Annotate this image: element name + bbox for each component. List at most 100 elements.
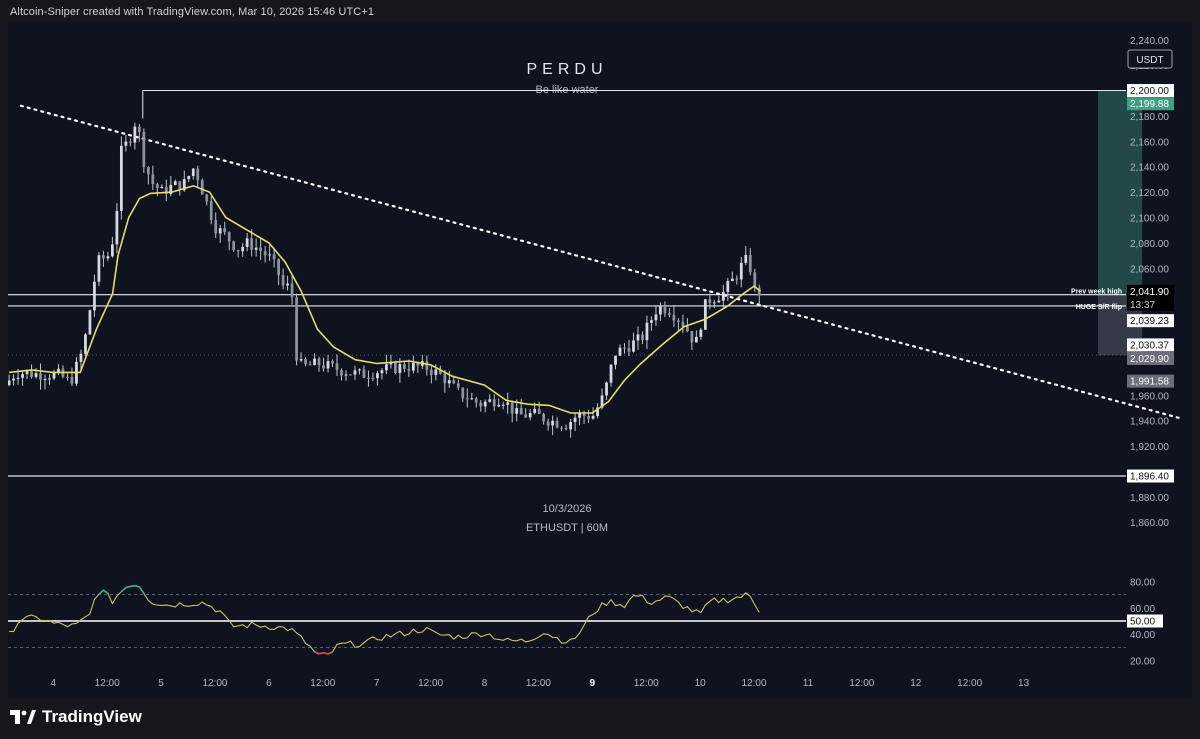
candle-body [650, 320, 653, 323]
candle-body [39, 373, 42, 380]
candle-body [542, 414, 546, 422]
candle [173, 179, 177, 186]
candle [218, 224, 222, 243]
candle-body [281, 275, 285, 286]
tradingview-branding[interactable]: TradingView [10, 706, 142, 728]
candle-body [317, 358, 321, 366]
time-tick: 12:00 [310, 678, 335, 689]
price-tick: 2,060.00 [1130, 264, 1169, 275]
candle [290, 274, 294, 305]
candle [703, 299, 707, 330]
candle-body [510, 402, 514, 414]
candle-body [66, 376, 69, 378]
candle-body [358, 369, 361, 371]
candle [645, 315, 649, 349]
time-tick: 7 [374, 678, 380, 689]
candle-body [757, 287, 761, 296]
candle-body [133, 126, 137, 143]
time-tick: 8 [482, 678, 488, 689]
candle-body [236, 250, 240, 252]
candle-body [97, 255, 101, 282]
candle-body [663, 305, 667, 314]
candle-body [380, 370, 384, 374]
candle [160, 184, 164, 189]
candle-body [654, 314, 658, 321]
candle-body [173, 181, 177, 185]
candle-body [52, 372, 56, 379]
candle-body [70, 377, 74, 384]
candle [263, 246, 267, 263]
candle-body [8, 380, 11, 386]
candle-body [241, 246, 245, 252]
candle [470, 392, 474, 400]
candle [245, 233, 249, 252]
candle-body [537, 408, 541, 415]
tradingview-logo-icon [10, 710, 36, 724]
candle [196, 165, 200, 189]
candle [308, 361, 312, 366]
candle-body [411, 362, 415, 371]
candle-body [703, 299, 707, 330]
chart-canvas[interactable]: PERDU Be like water 10/3/2026 ETHUSDT | 60M… [8, 22, 1192, 698]
price-label: 2,029.90 [1127, 352, 1174, 366]
candle [456, 379, 460, 391]
candle-body [546, 421, 550, 426]
candle [268, 245, 272, 261]
candle-body [209, 201, 213, 220]
rsi-overbought-segment [102, 589, 109, 594]
candle-body [119, 145, 123, 211]
price-label-text: 1,896.40 [1130, 472, 1169, 483]
rsi-overbought-segment [125, 585, 131, 589]
candle-body [587, 416, 590, 419]
level-label: Prev week high [1071, 289, 1122, 296]
candle [425, 355, 429, 376]
candle [515, 399, 519, 422]
candle-body [555, 420, 559, 428]
candle-body [681, 322, 685, 327]
candle-body [16, 377, 20, 379]
candle-body [128, 141, 132, 143]
candle-body [645, 322, 649, 341]
candle-body [353, 370, 357, 375]
candle [331, 359, 334, 368]
candle [636, 326, 640, 350]
time-tick: 12:00 [634, 678, 659, 689]
candle-body [43, 379, 47, 381]
candle-body [497, 404, 501, 407]
candle-body [753, 272, 757, 288]
candle [75, 357, 78, 387]
candle [753, 268, 757, 292]
candle-body [582, 413, 586, 417]
candle-body [564, 427, 568, 430]
candle [497, 398, 501, 408]
candle [609, 364, 613, 387]
price-tick: 2,100.00 [1130, 214, 1169, 225]
candle [227, 231, 231, 251]
candle-body [102, 255, 105, 259]
currency-button[interactable]: USDT [1127, 49, 1173, 69]
candle-body [735, 278, 739, 280]
chart-area[interactable]: PERDU Be like water 10/3/2026 ETHUSDT | 60M… [8, 22, 1192, 698]
candle [757, 284, 761, 305]
price-label: 1,896.40 [1127, 469, 1174, 483]
candle-body [443, 373, 447, 384]
candle-body [385, 364, 388, 371]
level-label: HUGE S/R flip [1076, 304, 1122, 311]
time-tick: 10 [695, 678, 707, 689]
watermark-subtitle: Be like water [536, 84, 599, 96]
price-tick: 2,180.00 [1130, 112, 1169, 123]
candle-body [672, 314, 676, 321]
candle-body [169, 184, 173, 194]
price-label-text: 1,991.58 [1130, 377, 1169, 388]
rsi-overbought-segment [120, 586, 127, 593]
candle [641, 331, 644, 345]
candle-body [84, 334, 87, 354]
candle [402, 360, 406, 373]
candle [564, 424, 568, 431]
price-label-box [1127, 284, 1174, 298]
time-tick: 11 [803, 678, 814, 689]
candle [537, 401, 541, 415]
candle-body [614, 355, 617, 365]
candle [465, 388, 469, 408]
